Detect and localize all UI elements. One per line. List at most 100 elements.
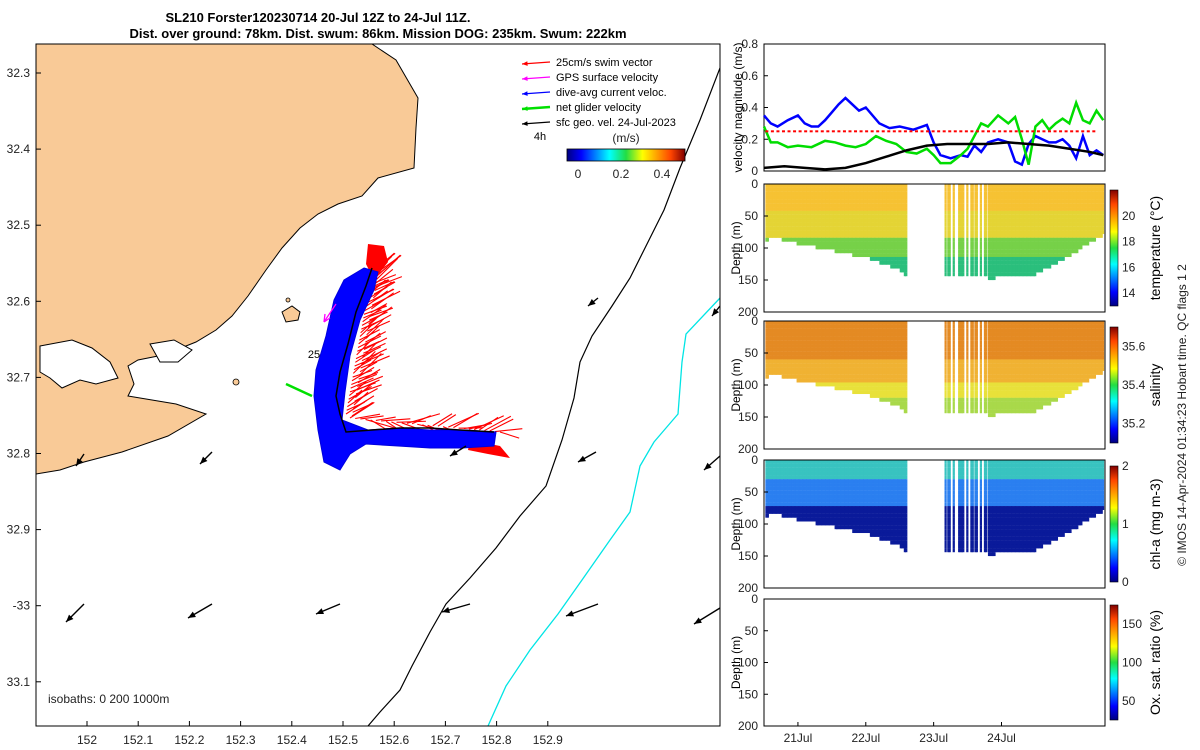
profile-cell bbox=[971, 226, 974, 231]
profile-cell bbox=[947, 268, 950, 273]
profile-cell bbox=[810, 344, 813, 348]
profile-cell bbox=[821, 207, 824, 211]
profile-cell bbox=[1017, 203, 1021, 208]
profile-cell bbox=[1097, 203, 1101, 208]
profile-cell bbox=[837, 237, 840, 242]
profile-cell bbox=[1063, 230, 1067, 234]
profile-cell bbox=[811, 359, 814, 364]
swim-vector bbox=[355, 346, 382, 360]
profile-cell bbox=[872, 256, 875, 261]
profile-cell bbox=[1043, 241, 1046, 246]
profile-cell bbox=[808, 347, 812, 352]
profile-cell bbox=[1081, 226, 1084, 231]
profile-cell bbox=[816, 191, 820, 196]
profile-cell bbox=[815, 344, 818, 348]
profile-cell bbox=[879, 210, 882, 215]
profile-cell bbox=[1012, 256, 1015, 261]
profile-cell bbox=[996, 245, 999, 250]
profile-cell bbox=[899, 245, 902, 250]
profile-cell bbox=[780, 355, 783, 360]
profile-cell bbox=[802, 370, 805, 375]
profile-cell bbox=[1059, 214, 1063, 219]
profile-cell bbox=[886, 241, 889, 246]
profile-cell bbox=[894, 230, 897, 234]
profile-cell bbox=[846, 210, 850, 215]
profile-cell bbox=[1049, 203, 1052, 208]
profile-cell bbox=[948, 187, 951, 192]
depth-tick-label: 50 bbox=[745, 209, 759, 223]
profile-cell bbox=[803, 340, 806, 345]
profile-cell bbox=[792, 214, 795, 219]
profile-cell bbox=[819, 328, 822, 333]
profile-cell bbox=[846, 191, 850, 196]
profile-cell bbox=[838, 191, 841, 196]
profile-cell bbox=[807, 367, 810, 371]
geo-velocity-arrow-head bbox=[704, 462, 712, 470]
profile-cell bbox=[898, 249, 901, 254]
profile-cell bbox=[897, 241, 900, 246]
swim-vector bbox=[363, 337, 388, 351]
profile-cell bbox=[871, 249, 874, 254]
profile-cell bbox=[784, 187, 787, 192]
profile-cell bbox=[818, 203, 821, 208]
profile-cell bbox=[886, 222, 889, 227]
profile-cell bbox=[852, 253, 855, 258]
profile-cell bbox=[997, 210, 1000, 215]
profile-cell bbox=[948, 233, 951, 238]
profile-cell bbox=[1039, 260, 1042, 265]
profile-cell bbox=[875, 187, 878, 192]
profile-cell bbox=[864, 195, 867, 200]
profile-cell bbox=[807, 187, 810, 192]
profile-cell bbox=[1049, 245, 1052, 250]
profile-cell bbox=[818, 214, 821, 219]
profile-cell bbox=[1100, 203, 1103, 208]
profile-cell bbox=[776, 347, 779, 352]
profile-cell bbox=[791, 207, 794, 211]
profile-cell bbox=[1073, 245, 1076, 250]
profile-cell bbox=[1077, 203, 1080, 208]
profile-cell bbox=[819, 233, 822, 238]
profile-cell bbox=[959, 203, 962, 208]
profile-cell bbox=[1013, 272, 1016, 277]
map-frame bbox=[35, 43, 721, 727]
profile-cell bbox=[1030, 207, 1033, 211]
profile-cell bbox=[829, 241, 832, 246]
profile-cell bbox=[1030, 233, 1033, 238]
profile-cell bbox=[816, 328, 820, 333]
profile-cell bbox=[888, 241, 892, 246]
profile-cell bbox=[846, 203, 850, 208]
geo-velocity-arrow-head bbox=[694, 617, 702, 624]
profile-cell bbox=[795, 370, 798, 375]
velocity-series-marker bbox=[1047, 130, 1051, 133]
profile-cell bbox=[1020, 264, 1023, 269]
profile-cell bbox=[1035, 199, 1038, 204]
profile-cell bbox=[811, 237, 814, 242]
profile-cell bbox=[772, 332, 775, 337]
profile-cell bbox=[819, 218, 822, 223]
profile-cell bbox=[882, 241, 885, 246]
profile-cell bbox=[1065, 195, 1068, 200]
profile-cell bbox=[1057, 203, 1060, 208]
profile-cell bbox=[985, 226, 988, 231]
profile-cell bbox=[1005, 237, 1008, 242]
profile-cell bbox=[789, 370, 793, 375]
profile-cell bbox=[993, 268, 996, 273]
profile-cell bbox=[1034, 210, 1037, 215]
profile-cell bbox=[1027, 199, 1030, 204]
profile-cell bbox=[1065, 222, 1068, 227]
profile-cell bbox=[838, 249, 841, 254]
profile-cell bbox=[990, 268, 993, 273]
profile-cell bbox=[772, 222, 775, 227]
profile-cell bbox=[816, 230, 820, 234]
profile-cell bbox=[901, 214, 904, 219]
sfc-geo-velocity-arrows bbox=[65, 297, 720, 625]
profile-cell bbox=[875, 214, 878, 219]
profile-cell bbox=[803, 187, 806, 192]
profile-cell bbox=[1002, 237, 1006, 242]
profile-cell bbox=[882, 249, 885, 254]
profile-cell bbox=[827, 199, 831, 204]
profile-cell bbox=[1092, 199, 1095, 204]
profile-cell bbox=[905, 184, 908, 188]
profile-cell bbox=[1038, 195, 1041, 200]
profile-cell bbox=[796, 191, 799, 196]
